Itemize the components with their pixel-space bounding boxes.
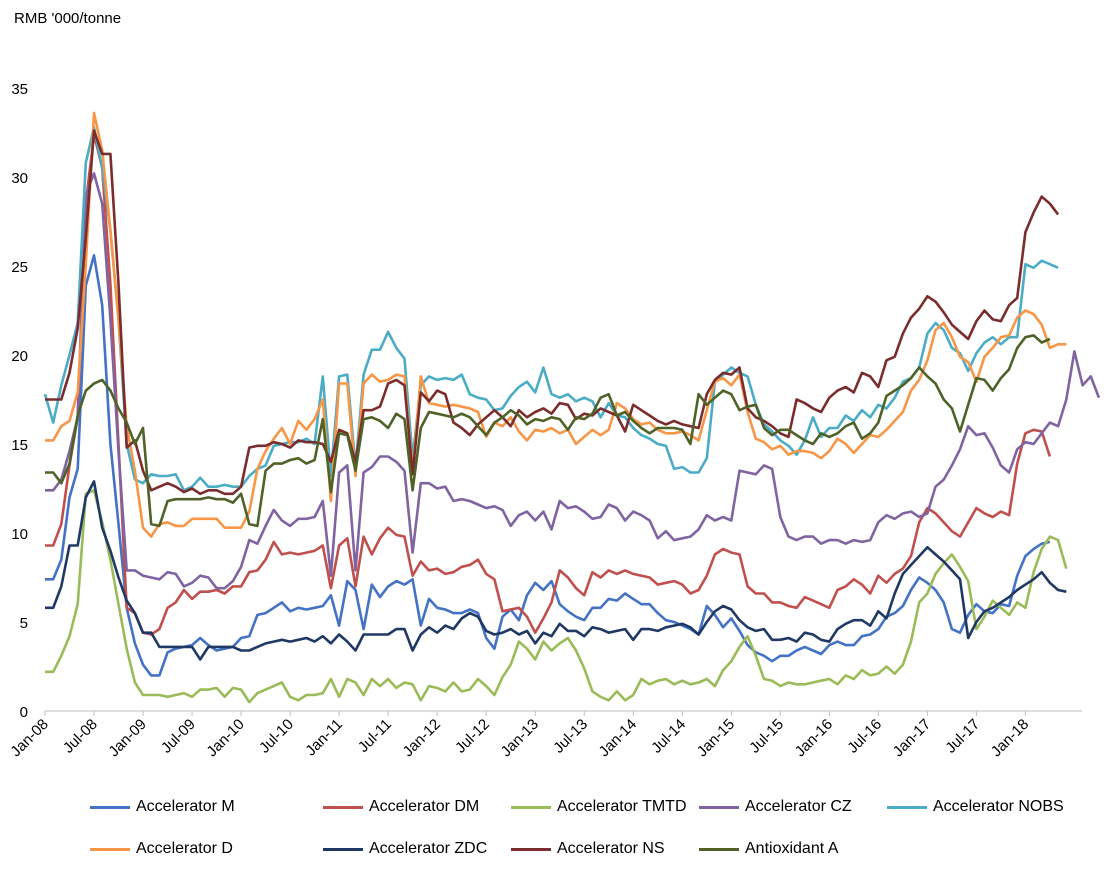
legend-item: Accelerator M [90, 798, 323, 816]
x-tick-label: Jul-12 [452, 716, 493, 757]
x-tick-label: Jan-14 [596, 716, 640, 760]
legend-item: Accelerator CZ [699, 798, 887, 816]
y-tick-label: 15 [11, 437, 28, 454]
legend-swatch [511, 847, 551, 851]
legend-swatch [323, 847, 363, 851]
legend-swatch [90, 847, 130, 851]
legend-swatch [699, 805, 739, 809]
x-tick-label: Jan-08 [7, 716, 51, 760]
x-tick-label: Jul-17 [942, 716, 983, 757]
x-tick-label: Jul-16 [844, 716, 885, 757]
legend-label: Accelerator TMTD [557, 798, 687, 815]
series-line-accelerator-dm [45, 133, 1052, 636]
series-line-accelerator-zdc [45, 480, 1067, 661]
x-tick-label: Jan-17 [890, 716, 934, 760]
x-tick-label: Jan-09 [105, 716, 149, 760]
series-lines [43, 111, 1101, 704]
legend-swatch [90, 805, 130, 809]
y-tick-label: 30 [11, 170, 28, 187]
y-tick-label: 10 [11, 526, 28, 543]
legend-swatch [887, 805, 927, 809]
y-tick-labels: 0 5 10 15 20 25 30 35 [11, 81, 28, 721]
x-tick-label: Jul-14 [648, 716, 689, 757]
x-tick-label: Jan-15 [694, 716, 738, 760]
legend-label: Accelerator CZ [745, 798, 852, 815]
legend-label: Accelerator NS [557, 840, 665, 857]
x-tick-label: Jan-16 [792, 716, 836, 760]
x-tick-label: Jan-12 [400, 716, 444, 760]
legend-swatch [699, 847, 739, 851]
legend-row: Accelerator D Accelerator ZDC Accelerator … [90, 828, 1090, 870]
y-tick-label: 5 [20, 615, 28, 632]
x-tick-label: Jan-10 [203, 716, 247, 760]
x-tick-label: Jul-13 [550, 716, 591, 757]
x-tick-label: Jul-08 [60, 716, 101, 757]
series-line-accelerator-nobs [43, 125, 1059, 492]
legend-swatch [511, 805, 551, 809]
x-tick-label: Jan-13 [498, 716, 542, 760]
legend-item: Antioxidant A [699, 840, 887, 858]
x-tick-label: Jan-18 [988, 716, 1032, 760]
legend-label: Accelerator D [136, 840, 233, 857]
series-line-accelerator-ns [45, 129, 1060, 496]
legend-item: Accelerator TMTD [511, 798, 699, 816]
y-axis-label: RMB '000/tonne [14, 10, 122, 27]
y-tick-label: 0 [20, 704, 28, 721]
legend: Accelerator M Accelerator DM Accelerator T… [90, 786, 1090, 870]
legend-row: Accelerator M Accelerator DM Accelerator T… [90, 786, 1090, 828]
x-tick-label: Jan-11 [302, 716, 346, 760]
series-line-accelerator-cz [45, 172, 1101, 590]
x-tick-label: Jul-11 [355, 716, 395, 756]
legend-item: Accelerator ZDC [323, 840, 511, 858]
x-tick-label: Jul-15 [746, 716, 787, 757]
legend-item: Accelerator D [90, 840, 323, 858]
x-tick-label: Jul-10 [256, 716, 297, 757]
legend-label: Accelerator M [136, 798, 235, 815]
y-tick-label: 35 [11, 81, 28, 98]
legend-item: Accelerator NOBS [887, 798, 1087, 816]
legend-item: Accelerator NS [511, 840, 699, 858]
y-tick-label: 25 [11, 259, 28, 276]
legend-label: Accelerator ZDC [369, 840, 488, 857]
series-line-accelerator-tmtd [45, 488, 1068, 704]
y-tick-label: 20 [11, 348, 28, 365]
series-line-antioxidant-a [45, 334, 1051, 528]
legend-swatch [323, 805, 363, 809]
series-line-accelerator-d [45, 111, 1067, 538]
legend-label: Accelerator NOBS [933, 798, 1064, 815]
legend-item: Accelerator DM [323, 798, 511, 816]
legend-label: Accelerator DM [369, 798, 480, 815]
x-tick-label: Jul-09 [158, 716, 199, 757]
legend-label: Antioxidant A [745, 840, 839, 857]
x-tick-labels: Jan-08 Jul-08 Jan-09 Jul-09 Jan-10 Jul-10 Jan-… [7, 711, 1032, 760]
